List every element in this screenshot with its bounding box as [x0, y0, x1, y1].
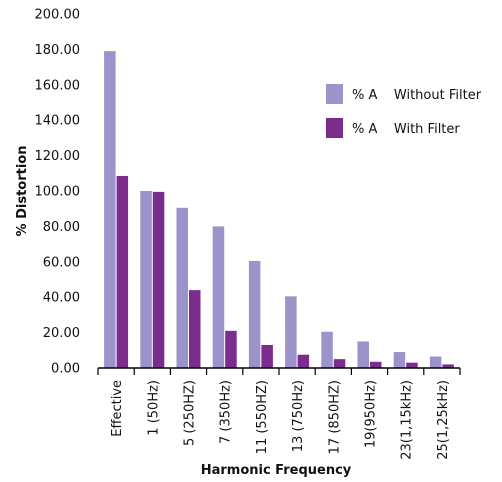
- y-tick-label: 0.00: [51, 362, 80, 377]
- bar-without-filter: [357, 341, 369, 368]
- x-tick-label: 19(950Hz): [364, 380, 379, 448]
- bar-without-filter: [104, 51, 116, 369]
- x-tick-label: 11 (550HZ): [255, 380, 270, 454]
- bar-without-filter: [212, 226, 225, 368]
- x-tick-label: 13 (750Hz): [291, 380, 306, 452]
- axes: [97, 367, 461, 375]
- bar-with-filter: [189, 290, 201, 368]
- bar-without-filter: [321, 331, 333, 368]
- bar-with-filter: [152, 191, 165, 368]
- bar-without-filter: [140, 191, 152, 368]
- y-tick-label: 60.00: [43, 255, 80, 270]
- bar-without-filter: [393, 352, 406, 368]
- y-tick-label: 200.00: [35, 8, 81, 23]
- x-tick-label: 5 (250HZ): [183, 380, 198, 446]
- x-tick-label: 7 (350Hz): [219, 380, 234, 444]
- y-axis-title: % Distortion: [15, 146, 30, 237]
- y-tick-label: 140.00: [35, 114, 81, 129]
- legend-label: % A Without Filter: [352, 88, 482, 103]
- bar-without-filter: [176, 207, 188, 368]
- y-tick-label: 180.00: [35, 43, 81, 58]
- y-tick-label: 20.00: [43, 326, 80, 341]
- bar-with-filter: [370, 361, 382, 368]
- x-axis-ticks: Effective 1 (50Hz) 5 (250HZ) 7 (350Hz) 11 (5…: [110, 380, 451, 460]
- bar-without-filter: [285, 296, 297, 368]
- y-tick-label: 160.00: [35, 78, 81, 93]
- legend: % A Without Filter % A With Filter: [326, 84, 482, 138]
- y-tick-label: 120.00: [35, 149, 81, 164]
- bar-with-filter: [297, 354, 310, 368]
- x-tick-label: 17 (850HZ): [327, 380, 342, 454]
- x-tick-label: 1 (50Hz): [146, 380, 161, 436]
- bar-without-filter: [429, 356, 442, 368]
- x-axis-title: Harmonic Frequency: [201, 463, 352, 478]
- x-tick-label: 25(1,25kHz): [436, 380, 451, 460]
- bar-with-filter: [225, 330, 237, 368]
- y-tick-label: 100.00: [35, 185, 81, 200]
- bar-without-filter: [248, 260, 261, 368]
- bar-with-filter: [261, 344, 273, 368]
- x-tick-label: 23(1,15kHz): [400, 380, 415, 460]
- legend-swatch-without-filter: [326, 84, 343, 104]
- bar-with-filter: [406, 362, 418, 368]
- bar-with-filter: [442, 364, 454, 368]
- bar-with-filter: [116, 175, 129, 368]
- x-tick-label: Effective: [110, 380, 125, 437]
- legend-label: % A With Filter: [352, 122, 460, 137]
- legend-swatch-with-filter: [326, 118, 343, 138]
- y-tick-label: 80.00: [43, 220, 80, 235]
- bar-with-filter: [333, 359, 346, 368]
- y-tick-label: 40.00: [43, 291, 80, 306]
- bars: [104, 51, 454, 369]
- y-axis-ticks: 0.00 20.00 40.00 60.00 80.00 100.00 120.00 140.…: [35, 8, 81, 377]
